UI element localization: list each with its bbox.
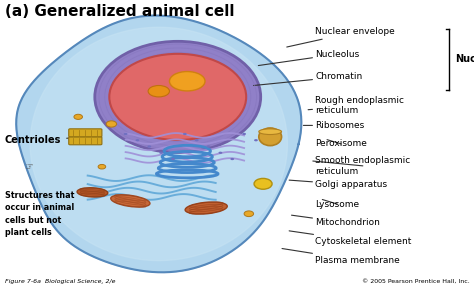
FancyBboxPatch shape [69,129,102,137]
Ellipse shape [207,145,210,148]
Ellipse shape [254,139,258,141]
Ellipse shape [109,54,246,140]
Ellipse shape [185,202,227,214]
Ellipse shape [95,41,261,152]
Text: Peroxisome: Peroxisome [315,139,367,148]
Ellipse shape [219,152,222,154]
Ellipse shape [77,188,108,197]
Polygon shape [30,27,287,260]
Text: Plasma membrane: Plasma membrane [282,249,400,265]
Text: Nucleolus: Nucleolus [258,50,359,66]
Ellipse shape [147,145,151,148]
Text: Chromatin: Chromatin [254,72,363,86]
Ellipse shape [259,128,282,146]
Ellipse shape [171,158,175,160]
Text: Cytoskeletal element: Cytoskeletal element [289,231,411,246]
Text: Ribosomes: Ribosomes [303,121,365,130]
Ellipse shape [124,133,128,135]
Text: Rough endoplasmic
reticulum: Rough endoplasmic reticulum [308,96,404,115]
Text: Figure 7-6a  Biological Science, 2/e: Figure 7-6a Biological Science, 2/e [5,278,115,284]
Ellipse shape [242,133,246,135]
Text: ☞: ☞ [24,162,33,172]
Text: (a) Generalized animal cell: (a) Generalized animal cell [5,4,234,19]
Ellipse shape [259,129,282,135]
Ellipse shape [159,152,163,154]
Text: Nuclear envelope: Nuclear envelope [287,27,395,47]
Ellipse shape [170,72,205,91]
Text: Centrioles: Centrioles [5,135,98,145]
Text: Mitochondrion: Mitochondrion [292,215,380,227]
Text: Nucleus: Nucleus [455,54,474,64]
Ellipse shape [244,211,254,217]
Ellipse shape [254,178,272,189]
Ellipse shape [106,121,117,127]
Text: Structures that
occur in animal
cells but not
plant cells: Structures that occur in animal cells bu… [5,191,74,237]
Ellipse shape [230,158,234,160]
Ellipse shape [98,164,106,169]
Text: Lysosome: Lysosome [315,200,359,209]
FancyBboxPatch shape [69,137,102,145]
Ellipse shape [183,133,187,135]
Ellipse shape [195,139,199,141]
Text: Golgi apparatus: Golgi apparatus [289,180,387,189]
Text: Smooth endoplasmic
reticulum: Smooth endoplasmic reticulum [313,156,410,176]
Ellipse shape [74,114,82,119]
Polygon shape [16,16,301,272]
Ellipse shape [111,195,150,207]
Ellipse shape [148,86,170,97]
Text: © 2005 Pearson Prentice Hall, Inc.: © 2005 Pearson Prentice Hall, Inc. [362,278,469,284]
Ellipse shape [136,139,139,141]
